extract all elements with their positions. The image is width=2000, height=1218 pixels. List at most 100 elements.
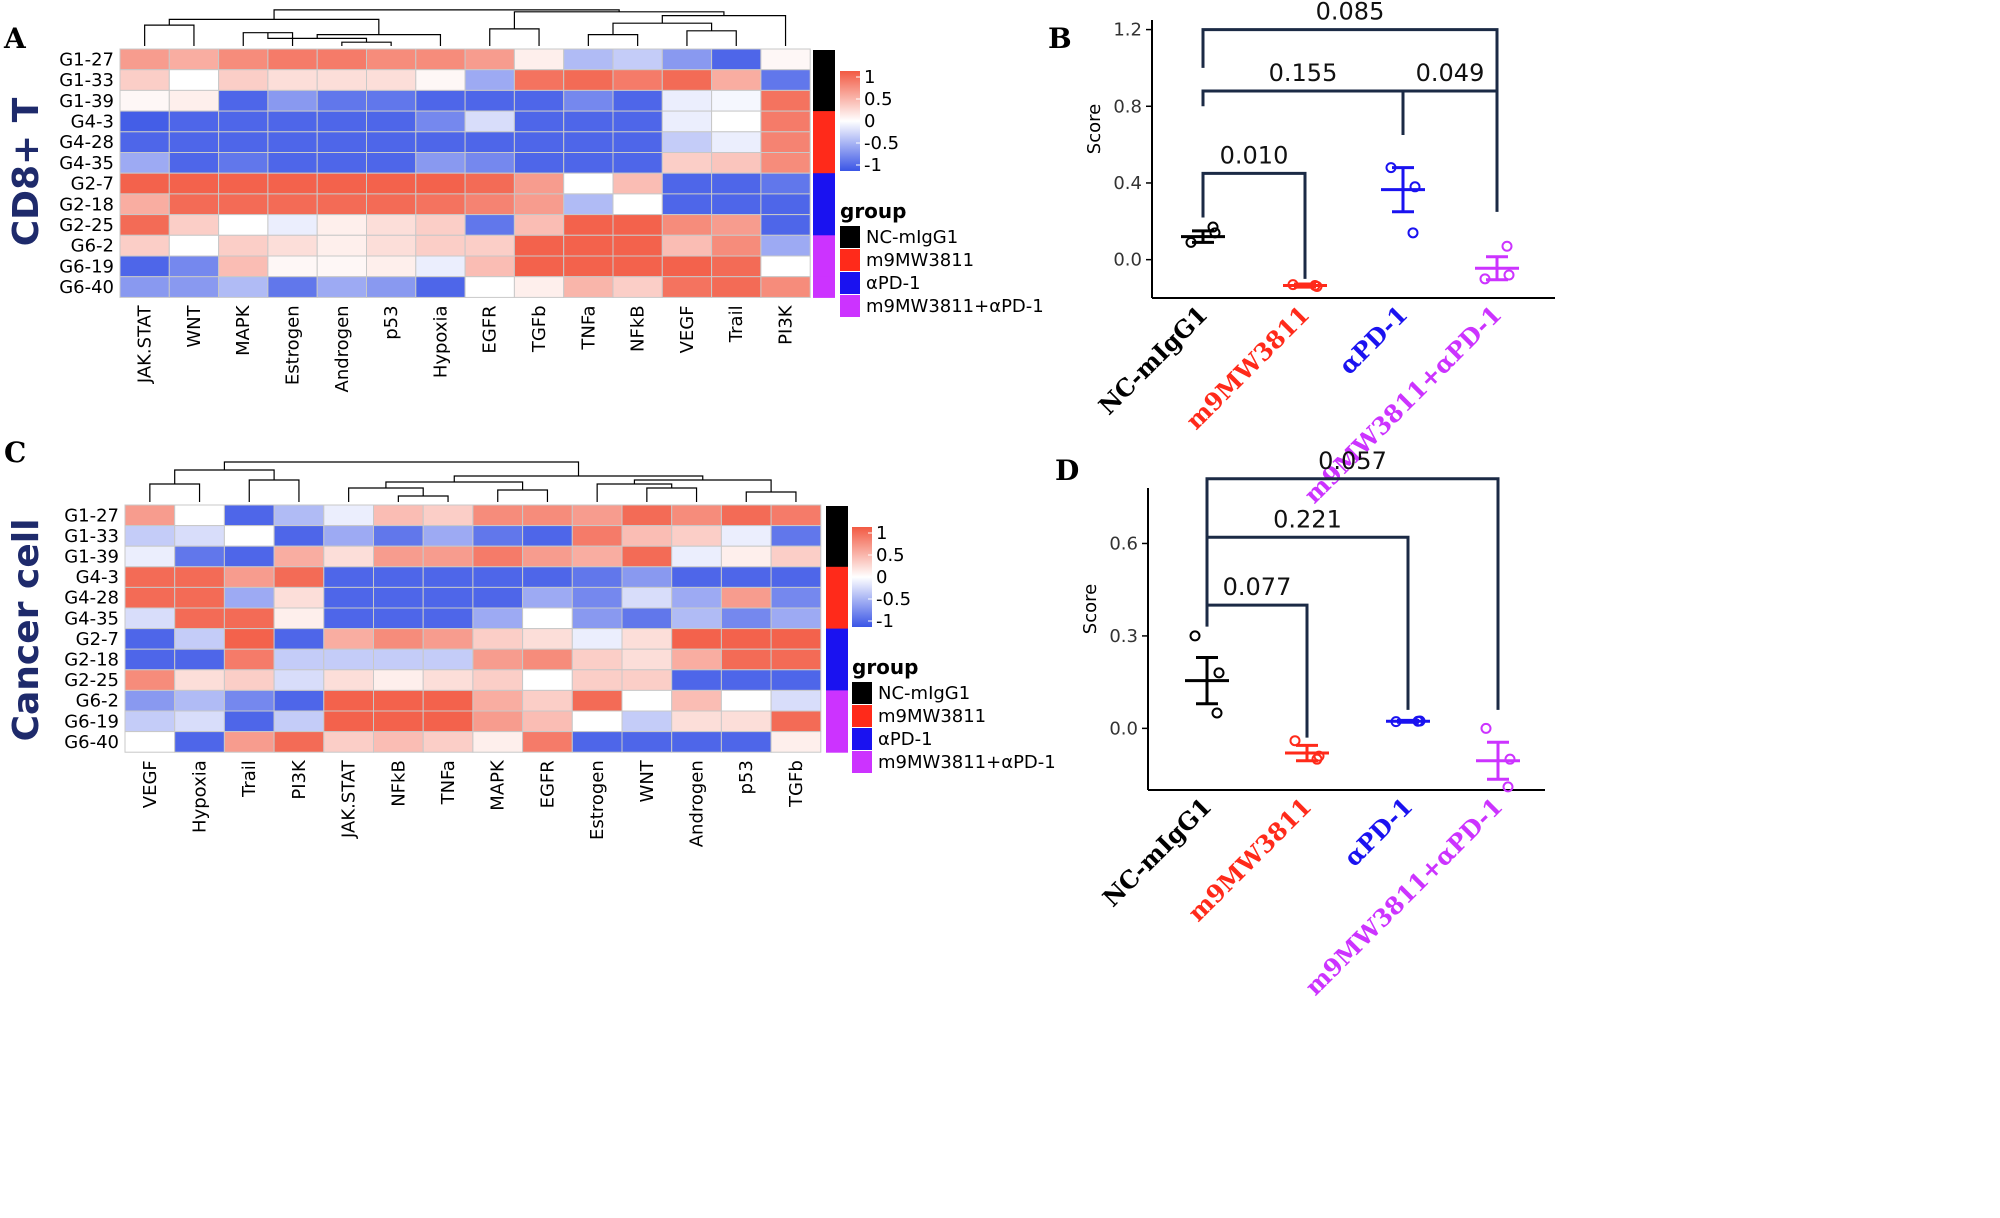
group-legend-label: m9MW3811+αPD-1: [878, 752, 1056, 773]
column-label: EGFR: [480, 305, 501, 353]
heatmap-cell: [472, 710, 524, 733]
heatmap-cell: [373, 689, 424, 712]
heatmap-cell: [563, 69, 614, 91]
heatmap-cell: [621, 566, 673, 588]
heatmap-cell: [267, 193, 318, 216]
heatmap-cell: [422, 710, 474, 733]
heatmap-cell: [760, 276, 811, 298]
heatmap-cell: [174, 504, 225, 527]
data-point: [1287, 279, 1299, 291]
heatmap-cell: [267, 110, 318, 133]
y-tick-label: 1.2: [1113, 20, 1142, 41]
heatmap-cell: [472, 607, 524, 630]
column-label: WNT: [184, 304, 205, 347]
heatmap-cell: [621, 731, 673, 753]
heatmap-cell: [563, 131, 614, 154]
row-label: G6-19: [64, 711, 119, 732]
heatmap-cell: [621, 648, 673, 671]
heatmap-cell: [273, 710, 325, 733]
column-label: VEGF: [140, 760, 161, 808]
heatmap-cell: [760, 152, 811, 174]
heatmap-cell: [464, 214, 515, 236]
heatmap-cell: [316, 131, 368, 154]
heatmap-cell: [571, 566, 623, 588]
heatmap-cell: [563, 89, 614, 112]
heatmap-cell: [422, 586, 474, 609]
dendrogram-branch: [489, 28, 540, 46]
heatmap-cell: [267, 276, 318, 298]
data-point: [1409, 181, 1421, 193]
heatmap-cell: [661, 48, 713, 71]
heatmap-cell: [168, 234, 220, 257]
heatmap-cell: [415, 89, 466, 112]
row-label: G2-18: [59, 194, 114, 215]
group-legend-swatch: [852, 682, 872, 704]
heatmap-cell: [124, 710, 176, 733]
heatmap-cell: [711, 48, 762, 71]
heatmap-cell: [373, 710, 424, 733]
heatmap-cell: [218, 89, 269, 112]
group-legend-swatch: [840, 249, 860, 271]
column-label: Androgen: [332, 305, 353, 392]
heatmap-cell: [513, 152, 565, 174]
heatmap-cell: [621, 504, 673, 527]
dendrogram-branch: [513, 11, 725, 29]
heatmap-cell: [770, 648, 822, 671]
group-annotation-cell: [826, 505, 848, 527]
heatmap-cell: [661, 110, 713, 133]
dendrogram-branch: [745, 491, 797, 502]
heatmap-cell: [273, 607, 325, 630]
dendrogram-branch: [587, 34, 639, 46]
heatmap-cell: [513, 214, 565, 236]
heatmap-cell: [711, 234, 762, 257]
heatmap-cell: [168, 69, 220, 91]
heatmap-cell: [671, 710, 722, 733]
heatmap-cell: [218, 214, 269, 236]
row-label: G2-18: [64, 650, 119, 671]
heatmap-cell: [671, 669, 722, 691]
heatmap-cell: [770, 669, 822, 691]
heatmap-cell: [720, 607, 772, 630]
heatmap-cell: [621, 586, 673, 609]
heatmap-cell: [711, 152, 762, 174]
heatmap-cell: [218, 152, 269, 174]
heatmap-cell: [415, 172, 466, 195]
group-legend-label: NC-mIgG1: [878, 683, 970, 704]
significance-bracket: [1205, 477, 1500, 710]
heatmap-cell: [316, 172, 368, 195]
heatmap-cell: [770, 545, 822, 568]
dendrogram-branch: [686, 30, 737, 46]
heatmap-cell: [571, 545, 623, 568]
heatmap-cell: [671, 545, 722, 568]
heatmap-cell: [472, 669, 524, 691]
heatmap-cell: [168, 193, 220, 216]
color-key-label: -0.5: [864, 133, 899, 154]
heatmap-cell: [563, 172, 614, 195]
heatmap-cell: [671, 586, 722, 609]
heatmap-cell: [174, 525, 225, 547]
heatmap-cell: [323, 628, 374, 650]
heatmap-cell: [770, 689, 822, 712]
heatmap-cell: [168, 255, 220, 278]
data-point: [1185, 236, 1197, 248]
heatmap-cell: [661, 152, 713, 174]
heatmap-cell: [168, 152, 220, 174]
dendrogram-branch: [273, 9, 620, 20]
column-label: PI3K: [776, 304, 797, 345]
heatmap-cell: [563, 214, 614, 236]
group-legend-title: group: [840, 199, 906, 223]
heatmap-cell: [513, 234, 565, 257]
group-annotation-cell: [826, 628, 848, 650]
group-annotation-cell: [826, 608, 848, 630]
heatmap-cell: [119, 131, 170, 154]
data-point: [1311, 753, 1323, 765]
heatmap-cell: [366, 276, 417, 298]
heatmap-cell: [563, 276, 614, 298]
heatmap-cell: [373, 731, 424, 753]
heatmap-cell: [563, 48, 614, 71]
heatmap-cell: [472, 648, 524, 671]
heatmap-cell: [273, 628, 325, 650]
column-label: NFkB: [388, 760, 409, 807]
row-label: G1-39: [64, 547, 119, 568]
